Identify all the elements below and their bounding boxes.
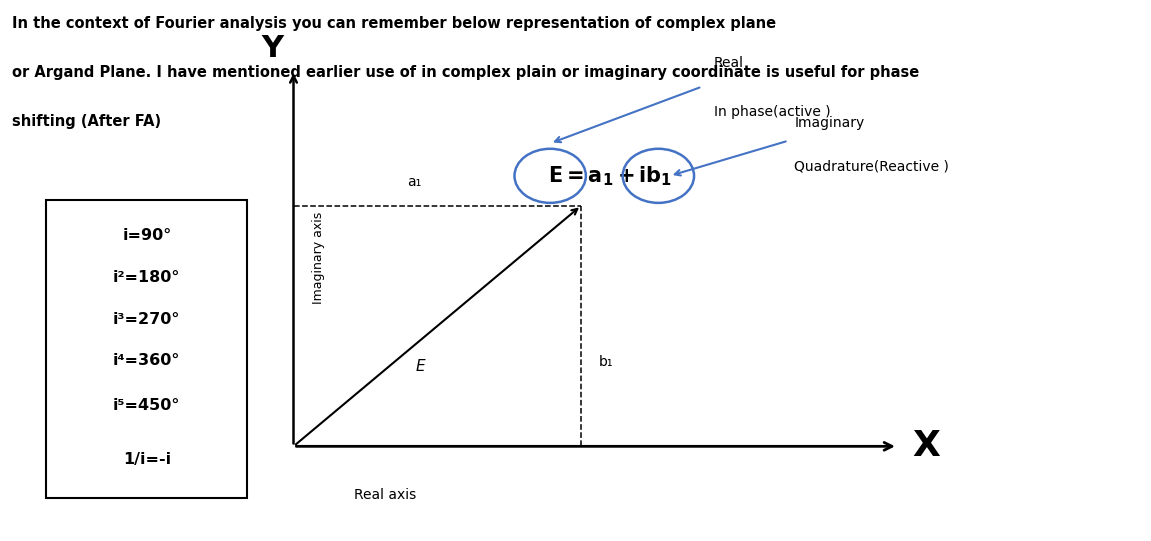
Text: 1/i=-i: 1/i=-i	[123, 452, 170, 466]
Text: b₁: b₁	[599, 355, 613, 369]
Text: In the context of Fourier analysis you can remember below representation of comp: In the context of Fourier analysis you c…	[12, 16, 776, 31]
Text: E: E	[416, 359, 425, 374]
Text: Imaginary axis: Imaginary axis	[312, 212, 326, 305]
Text: shifting (After FA): shifting (After FA)	[12, 114, 161, 129]
Text: Y: Y	[261, 34, 284, 63]
Text: In phase(active ): In phase(active )	[714, 105, 830, 119]
Text: X: X	[913, 430, 940, 463]
Text: or Argand Plane. I have mentioned earlier use of in complex plain or imaginary c: or Argand Plane. I have mentioned earlie…	[12, 65, 918, 80]
Text: i²=180°: i²=180°	[113, 270, 181, 285]
Text: Imaginary: Imaginary	[794, 116, 864, 130]
Text: $\bf{E=a_1+ib_1}$: $\bf{E=a_1+ib_1}$	[548, 164, 672, 188]
Text: i=90°: i=90°	[122, 228, 171, 243]
Bar	[46, 200, 247, 498]
Text: Real: Real	[714, 56, 744, 70]
Text: i⁴=360°: i⁴=360°	[113, 353, 181, 368]
Text: Quadrature(Reactive ): Quadrature(Reactive )	[794, 159, 950, 173]
Text: a₁: a₁	[407, 175, 421, 189]
Text: i³=270°: i³=270°	[113, 312, 181, 327]
Text: Real axis: Real axis	[355, 488, 417, 502]
Text: i⁵=450°: i⁵=450°	[113, 398, 181, 413]
